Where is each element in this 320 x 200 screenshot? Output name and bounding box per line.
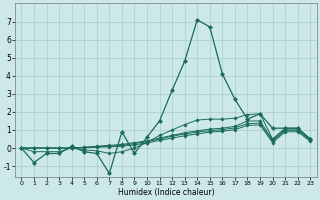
X-axis label: Humidex (Indice chaleur): Humidex (Indice chaleur) (117, 188, 214, 197)
